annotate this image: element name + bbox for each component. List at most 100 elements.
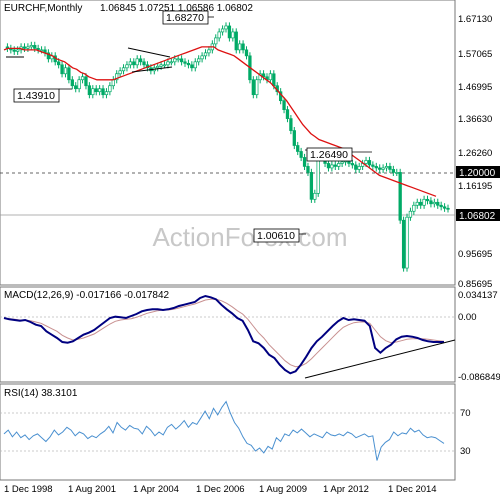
candle-body	[104, 91, 109, 96]
candle-body	[419, 201, 423, 206]
candle-body	[313, 192, 317, 200]
candle-body	[128, 61, 133, 66]
candle-body	[70, 79, 74, 87]
candle-body	[309, 172, 314, 200]
candle-body	[282, 100, 286, 110]
rsi-tick: 30	[460, 446, 471, 457]
candle-body	[16, 49, 20, 52]
price-tick: 1.16195	[458, 181, 492, 192]
price-ohlc: 1.06845 1.07251 1.06586 1.06802	[100, 3, 253, 14]
price-tick: 1.46995	[458, 82, 492, 93]
candle-body	[91, 88, 95, 96]
candle-body	[241, 43, 245, 51]
macd-title: MACD(12,26,9) -0.017166 -0.017842	[4, 290, 170, 301]
candle-body	[77, 79, 81, 90]
time-axis: 1 Dec 1998 1 Aug 2001 1 Apr 2004 1 Dec 2…	[4, 484, 437, 495]
candle-body	[162, 64, 167, 67]
candle-body	[244, 49, 249, 57]
candle-body	[398, 172, 402, 221]
candle-body	[108, 85, 112, 93]
candle-body	[22, 46, 27, 49]
candle-body	[39, 49, 44, 52]
price-panel	[0, 0, 456, 286]
candle-body	[220, 28, 225, 33]
macd-main-line	[3, 294, 444, 375]
candle-body	[121, 67, 126, 72]
reference-price-label: 1.20000	[459, 168, 496, 179]
annotation-low-2011-label: 1.00610	[257, 230, 295, 242]
candle-body	[442, 206, 447, 209]
candle-body	[179, 58, 184, 63]
candle-body	[429, 200, 433, 205]
candle-body	[350, 163, 355, 166]
candle-body	[176, 58, 180, 61]
candle-body	[292, 130, 296, 146]
candle-body	[302, 157, 307, 167]
candle-body	[272, 73, 276, 87]
candle-body	[330, 164, 334, 169]
candle-body	[87, 85, 92, 96]
candle-body	[378, 167, 382, 170]
candle-body	[29, 45, 33, 48]
candle-body	[166, 61, 170, 66]
candle-body	[238, 43, 242, 51]
candle-body	[36, 48, 40, 51]
candle-body	[33, 45, 37, 49]
current-price-label: 1.06802	[459, 211, 496, 222]
rsi-title: RSI(14) 38.3101	[4, 388, 78, 399]
candle-body	[97, 88, 102, 93]
watermark: ActionForex.com	[152, 222, 347, 252]
candle-body	[217, 31, 221, 39]
candle-body	[333, 164, 337, 167]
candle-body	[169, 61, 174, 64]
reference-price-box	[456, 166, 500, 178]
candle-body	[299, 151, 303, 158]
candle-body	[224, 25, 228, 30]
candle-body	[111, 79, 115, 87]
candle-body	[94, 88, 98, 93]
candle-body	[391, 169, 396, 173]
candle-body	[183, 61, 187, 64]
candle-body	[285, 109, 290, 119]
candle-body	[231, 31, 235, 39]
candle-body	[374, 166, 378, 169]
candle-body	[408, 210, 413, 218]
macd-tick: 0.00	[458, 312, 477, 323]
moving-average-line	[3, 46, 437, 197]
triangle-upper-line	[127, 47, 171, 58]
candle-body	[371, 164, 375, 167]
candle-body	[12, 49, 16, 52]
candle-body	[207, 49, 211, 54]
candle-body	[142, 61, 146, 66]
candle-body	[405, 216, 409, 269]
candle-body	[26, 46, 30, 49]
candle-body	[203, 52, 208, 57]
candle-body	[101, 88, 105, 96]
annotation-low-2011: 1.00610	[253, 228, 306, 243]
candle-body	[234, 31, 238, 51]
price-tick: 1.57065	[458, 49, 492, 60]
candle-body	[173, 58, 177, 63]
price-tick: 1.26260	[458, 148, 492, 159]
candle-body	[138, 58, 143, 63]
candle-body	[268, 73, 273, 81]
candle-body	[439, 204, 443, 208]
candle-body	[401, 219, 406, 269]
macd-panel	[0, 286, 456, 383]
annotation-low-2002-label: 1.43910	[17, 90, 55, 102]
time-tick: 1 Dec 2014	[388, 484, 437, 495]
candle-body	[156, 65, 160, 69]
rsi-tick: 70	[460, 408, 471, 419]
candle-body	[118, 70, 122, 75]
price-tick: 1.36630	[458, 114, 492, 125]
candle-body	[436, 201, 440, 206]
candle-body	[412, 204, 416, 212]
candle-body	[381, 167, 385, 170]
price-title: EURCHF,Monthly	[4, 3, 82, 14]
candle-body	[296, 145, 300, 152]
candle-body	[354, 164, 358, 170]
candle-body	[214, 37, 218, 45]
current-price-box	[456, 209, 500, 221]
rsi-line	[3, 400, 445, 461]
candle-body	[80, 76, 85, 81]
